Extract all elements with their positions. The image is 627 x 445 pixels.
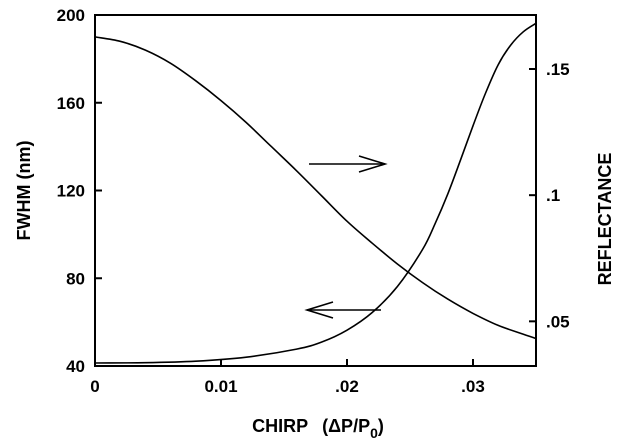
y-axis-title-left: FWHM (nm) — [14, 141, 34, 241]
right-y-axis: .05 .1 .15 — [529, 60, 570, 331]
x-tick-label: 0.01 — [204, 377, 237, 396]
y-left-tick-label: 80 — [66, 269, 85, 288]
y-right-tick-label: .1 — [546, 186, 560, 205]
x-axis-title: CHIRP (ΔP/P0) — [252, 416, 384, 441]
arrow-right-to-reflectance — [309, 155, 388, 173]
y-right-tick-label: .15 — [546, 60, 570, 79]
x-tick-label: .02 — [335, 377, 359, 396]
y-axis-title-right: REFLECTANCE — [595, 153, 615, 286]
y-left-tick-label: 160 — [57, 94, 85, 113]
x-tick-label: .03 — [461, 377, 485, 396]
x-tick-label: 0 — [90, 377, 99, 396]
arrow-left-to-fwhm — [304, 301, 381, 319]
fwhm-curve — [94, 36, 537, 340]
x-axis-title-sub: 0 — [370, 425, 378, 441]
x-axis: 0 0.01 .02 .03 — [90, 359, 485, 396]
y-left-tick-label: 120 — [57, 182, 85, 201]
y-left-tick-label: 40 — [66, 357, 85, 376]
series-layer — [94, 22, 537, 364]
annotation-layer — [304, 155, 388, 319]
left-y-axis: 40 80 120 160 200 — [57, 6, 102, 376]
reflectance-curve — [94, 22, 537, 364]
x-axis-title-open: (ΔP/P — [322, 416, 370, 436]
y-left-tick-label: 200 — [57, 6, 85, 25]
y-right-tick-label: .05 — [546, 312, 570, 331]
x-axis-title-main: CHIRP — [252, 416, 308, 436]
x-axis-title-close: ) — [378, 416, 384, 436]
